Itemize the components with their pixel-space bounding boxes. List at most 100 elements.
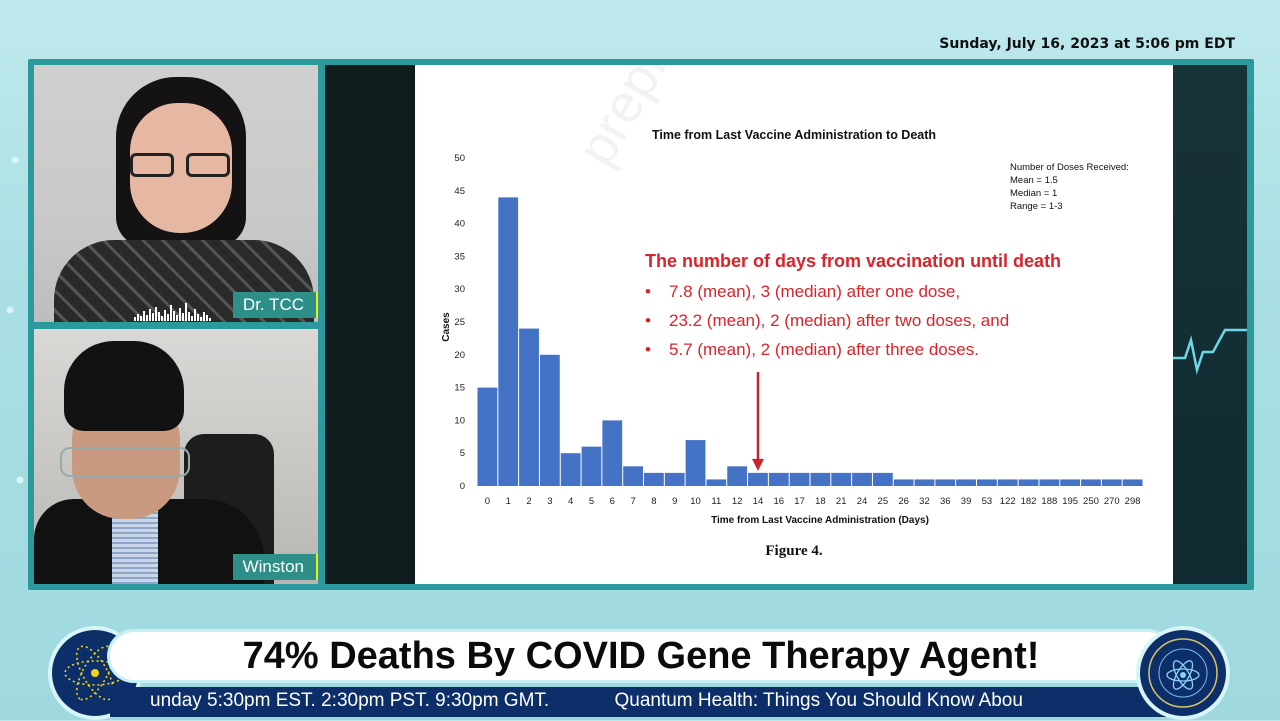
- slide: preprint not peer reviewed Time from Las…: [415, 65, 1173, 584]
- y-tick-label: 20: [454, 350, 465, 361]
- y-tick-label: 30: [454, 284, 465, 295]
- y-axis-label: Cases: [441, 312, 452, 342]
- bar-36: [935, 479, 956, 486]
- y-tick-label: 10: [454, 415, 465, 426]
- y-tick-label: 25: [454, 317, 465, 328]
- x-tick-label: 17: [794, 496, 805, 507]
- x-tick-label: 6: [610, 496, 615, 507]
- background-decoration: [0, 60, 30, 600]
- x-tick-label: 12: [732, 496, 743, 507]
- annotation-callout: The number of days from vaccination unti…: [645, 251, 1061, 364]
- participant-name-tag: Dr. TCC: [232, 292, 318, 318]
- y-tick-label: 35: [454, 251, 465, 262]
- x-tick-label: 270: [1104, 496, 1120, 507]
- bar-195: [1060, 479, 1081, 486]
- bar-122: [997, 479, 1018, 486]
- bar-39: [956, 479, 976, 486]
- bar-298: [1122, 479, 1143, 486]
- bar-21: [831, 472, 852, 486]
- x-tick-label: 1: [506, 496, 511, 507]
- headline-banner: 74% Deaths By COVID Gene Therapy Agent!: [110, 632, 1172, 680]
- bar-9: [664, 472, 685, 486]
- x-tick-label: 53: [982, 496, 993, 507]
- bar-17: [789, 472, 810, 486]
- bar-10: [685, 440, 706, 486]
- x-tick-label: 9: [672, 496, 677, 507]
- x-tick-label: 8: [651, 496, 656, 507]
- x-tick-label: 3: [547, 496, 552, 507]
- bar-3: [539, 354, 560, 486]
- ticker-item: Quantum Health: Things You Should Know A…: [614, 690, 1023, 711]
- bar-18: [810, 472, 831, 486]
- x-tick-label: 24: [857, 496, 868, 507]
- x-tick-label: 11: [711, 496, 721, 507]
- x-tick-label: 5: [589, 496, 594, 507]
- bar-53: [977, 479, 997, 486]
- bar-26: [893, 479, 914, 486]
- x-tick-label: 188: [1041, 496, 1057, 507]
- video-panel: Dr. TCC Winston preprint not peer review…: [28, 59, 1254, 590]
- participant-name-tag: Winston: [232, 554, 318, 580]
- datetime-label: Sunday, July 16, 2023 at 5:06 pm EDT: [939, 36, 1235, 52]
- x-tick-label: 298: [1125, 496, 1141, 507]
- bar-12: [727, 466, 748, 486]
- x-tick-label: 195: [1062, 496, 1078, 507]
- y-tick-label: 5: [460, 448, 465, 459]
- x-tick-label: 10: [690, 496, 701, 507]
- y-tick-label: 50: [454, 153, 465, 164]
- y-tick-label: 0: [460, 481, 465, 492]
- chart-title: Time from Last Vaccine Administration to…: [651, 128, 937, 142]
- doses-note: Number of Doses Received: Mean = 1.5 Med…: [1010, 162, 1129, 212]
- x-tick-label: 7: [630, 496, 635, 507]
- bar-250: [1081, 479, 1101, 486]
- x-tick-label: 21: [836, 496, 847, 507]
- bar-24: [852, 472, 872, 486]
- bar-1: [498, 197, 519, 487]
- x-tick-label: 16: [773, 496, 784, 507]
- bar-6: [602, 420, 623, 486]
- bar-32: [914, 479, 935, 486]
- decorative-ecg-background: [1173, 65, 1247, 584]
- x-tick-label: 25: [878, 496, 889, 507]
- x-tick-label: 182: [1021, 496, 1037, 507]
- figure-caption: Figure 4.: [765, 543, 823, 559]
- x-tick-label: 250: [1083, 496, 1099, 507]
- bar-270: [1101, 479, 1122, 486]
- screen-share: preprint not peer reviewed Time from Las…: [325, 65, 1247, 584]
- x-tick-label: 39: [961, 496, 972, 507]
- x-tick-label: 0: [485, 496, 490, 507]
- x-tick-label: 4: [568, 496, 573, 507]
- y-tick-label: 40: [454, 219, 465, 230]
- bar-16: [768, 472, 789, 486]
- bar-0: [477, 387, 498, 486]
- annotation-bullet: 5.7 (mean), 2 (median) after three doses…: [645, 335, 1061, 364]
- bar-14: [748, 472, 768, 486]
- bar-4: [560, 453, 581, 486]
- participant-video-1[interactable]: Dr. TCC: [34, 65, 318, 322]
- x-tick-label: 14: [753, 496, 764, 507]
- annotation-bullet: 7.8 (mean), 3 (median) after one dose,: [645, 277, 1061, 306]
- y-tick-label: 45: [454, 186, 465, 197]
- y-tick-label: 15: [454, 383, 465, 394]
- bar-2: [519, 328, 539, 486]
- x-axis-label: Time from Last Vaccine Administration (D…: [711, 515, 929, 526]
- audio-level-indicator: [134, 301, 224, 321]
- bar-182: [1018, 479, 1039, 486]
- x-tick-label: 2: [526, 496, 531, 507]
- ticker-item: unday 5:30pm EST. 2:30pm PST. 9:30pm GMT…: [150, 690, 550, 711]
- bar-8: [644, 472, 664, 486]
- annotation-bullet: 23.2 (mean), 2 (median) after two doses,…: [645, 306, 1061, 335]
- bar-11: [706, 479, 727, 486]
- annotation-heading: The number of days from vaccination unti…: [645, 251, 1062, 271]
- x-tick-label: 36: [940, 496, 951, 507]
- x-tick-label: 122: [1000, 496, 1016, 507]
- seal-logo-icon: [1140, 630, 1226, 716]
- bar-25: [872, 472, 893, 486]
- x-tick-label: 32: [919, 496, 930, 507]
- lower-third: 74% Deaths By COVID Gene Therapy Agent! …: [0, 614, 1280, 720]
- headline-title: 74% Deaths By COVID Gene Therapy Agent!: [242, 635, 1040, 677]
- arrow-marker-head: [751, 458, 764, 471]
- bar-7: [623, 466, 643, 486]
- participant-video-2[interactable]: Winston: [34, 329, 318, 584]
